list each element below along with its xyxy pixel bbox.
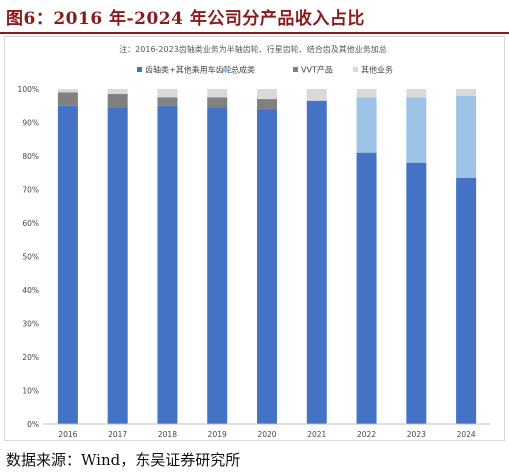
y-tick-label: 40% (22, 286, 39, 295)
legend-swatch-0 (137, 67, 142, 72)
y-tick-label: 70% (22, 186, 39, 195)
bar-2020-2 (257, 99, 277, 110)
source-note: 数据来源：Wind，东吴证券研究所 (6, 451, 241, 469)
chart-note: 注：2016-2023齿轴类业务为半轴齿轮、行星齿轮、结合齿及其他业务加总 (119, 44, 387, 54)
y-tick-label: 20% (22, 353, 39, 362)
x-tick-label: 2021 (307, 430, 326, 439)
bar-2017-2 (107, 94, 128, 108)
bars (57, 89, 477, 425)
legend-swatch-1 (223, 67, 228, 72)
y-tick-label: 10% (22, 387, 39, 396)
legend: 齿轴类+其他乘用车齿轮 总成类 VVT产品 其他业务 (137, 65, 393, 75)
legend-label-0: 齿轴类+其他乘用车齿轮 (145, 65, 232, 75)
bar-2016-2 (57, 92, 78, 106)
bar-2019-3 (207, 89, 228, 98)
y-tick-label: 90% (22, 119, 39, 128)
figure-title: 图6：2016 年-2024 年公司分产品收入占比 (6, 9, 365, 29)
y-tick-label: 60% (22, 219, 39, 228)
legend-swatch-2 (293, 67, 298, 72)
bar-2016-3 (57, 89, 78, 93)
x-tick-label: 2018 (158, 430, 177, 439)
legend-label-2: VVT产品 (301, 65, 333, 75)
bar-2019-0 (207, 107, 228, 425)
bar-2018-0 (157, 105, 178, 424)
bar-2022-0 (356, 152, 377, 424)
bar-2020-3 (257, 89, 277, 100)
legend-swatch-3 (353, 67, 358, 72)
title-rule (0, 32, 509, 34)
y-tick-label: 100% (18, 85, 39, 94)
y-tick-label: 0% (27, 420, 39, 429)
x-tick-label: 2019 (208, 430, 227, 439)
bar-2022-3 (356, 89, 377, 98)
bar-2023-3 (406, 89, 427, 98)
legend-label-3: 其他业务 (361, 65, 393, 75)
x-tick-label: 2022 (357, 430, 376, 439)
bar-2019-2 (207, 97, 228, 108)
bar-2017-3 (107, 89, 128, 95)
x-tick-label: 2023 (407, 430, 426, 439)
bar-2021-3 (306, 89, 327, 101)
x-axis: 2016 2017 2018 2019 2020 2021 2022 2023 2024 (43, 423, 491, 439)
bar-2024-3 (456, 89, 477, 96)
y-tick-label: 80% (22, 152, 39, 161)
x-tick-label: 2017 (108, 430, 127, 439)
x-tick-label: 2024 (457, 430, 476, 439)
bar-2021-0 (306, 100, 327, 424)
x-tick-label: 2016 (58, 430, 77, 439)
bar-2024-1 (456, 95, 477, 178)
y-tick-label: 30% (22, 320, 39, 329)
bar-2018-2 (157, 97, 178, 106)
bar-2016-0 (57, 105, 78, 424)
bar-2023-0 (406, 162, 427, 424)
bar-2020-0 (257, 109, 277, 424)
chart-panel: 注：2016-2023齿轴类业务为半轴齿轮、行星齿轮、结合齿及其他业务加总 齿轴… (4, 36, 505, 441)
bar-2018-3 (157, 89, 178, 98)
bar-2023-1 (406, 97, 427, 163)
x-tick-label: 2020 (257, 430, 276, 439)
y-axis: 0% 10% 20% 30% 40% 50% 60% 70% 80% 90% 100% (18, 85, 39, 429)
y-tick-label: 50% (22, 253, 39, 262)
stacked-bar-chart: 注：2016-2023齿轴类业务为半轴齿轮、行星齿轮、结合齿及其他业务加总 齿轴… (18, 44, 491, 439)
legend-label-1: 总成类 (231, 65, 255, 75)
bar-2022-1 (356, 97, 377, 153)
bar-2017-0 (107, 107, 128, 425)
bar-2024-0 (456, 177, 477, 424)
